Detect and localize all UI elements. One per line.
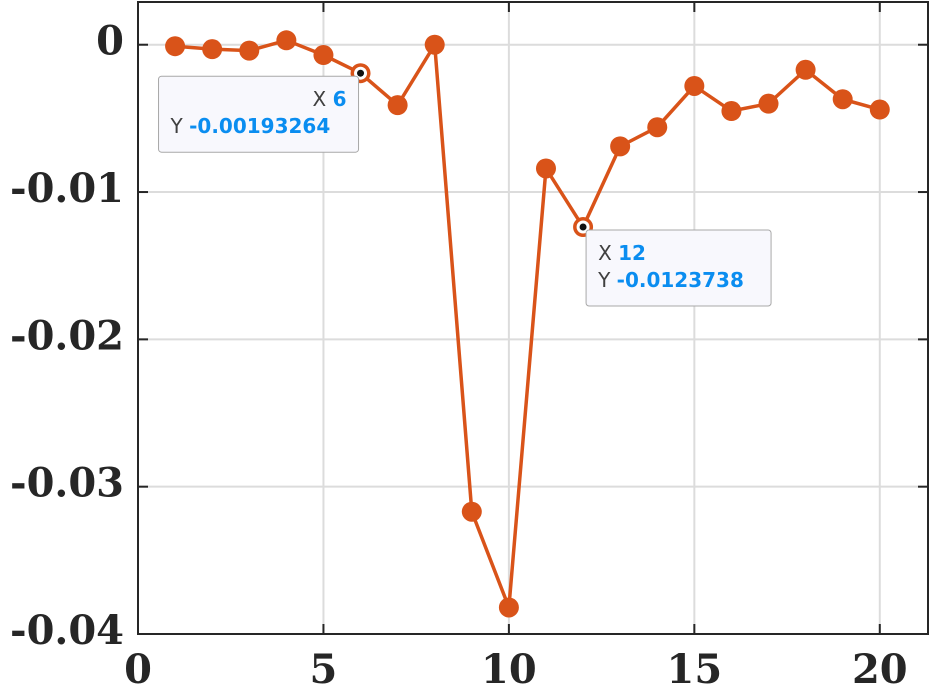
y-tick-label: 0: [96, 18, 124, 65]
data-tip-label: Y: [170, 114, 184, 138]
data-tip-value: 6: [333, 87, 347, 111]
marker: [721, 101, 742, 122]
data-tip-text: X 6: [313, 87, 347, 111]
data-tip-text: X 12: [598, 241, 646, 265]
marker: [313, 45, 334, 66]
marker: [387, 95, 408, 116]
data-tip-label: X: [598, 241, 612, 265]
x-tick-label: 20: [852, 646, 908, 693]
marker: [610, 136, 631, 157]
y-tick-label: -0.01: [10, 165, 124, 212]
y-tick-label: -0.04: [10, 607, 124, 654]
data-tip-box: [158, 75, 360, 153]
marker: [461, 501, 482, 522]
data-tip-value: -0.0123738: [617, 268, 744, 292]
y-tick-label: -0.02: [10, 312, 124, 359]
data-tip-value: 12: [618, 241, 646, 265]
y-tick-label: -0.03: [10, 460, 124, 507]
marker: [498, 597, 519, 618]
marker: [758, 93, 779, 114]
marker: [684, 75, 705, 96]
marker: [202, 39, 223, 60]
marker: [535, 158, 556, 179]
marker: [795, 59, 816, 80]
x-tick-label: 10: [481, 646, 537, 693]
marker: [165, 36, 186, 57]
x-tick-label: 5: [310, 646, 338, 693]
data-tip-dot: [357, 69, 365, 77]
axes-box: [137, 1, 929, 635]
data-tip-text: Y -0.00193264: [170, 114, 331, 138]
marker: [647, 117, 668, 138]
data-tip-label: X: [313, 87, 327, 111]
data-tip-value: -0.00193264: [189, 114, 330, 138]
marker: [869, 99, 890, 120]
marker: [239, 40, 260, 61]
data-tip-label: Y: [597, 268, 611, 292]
data-tip: X 12 Y -0.0123738: [573, 217, 772, 307]
marker: [276, 30, 297, 51]
marker: [832, 89, 853, 110]
data-tip: X 6Y -0.00193264: [158, 63, 371, 153]
data-tip-text: Y -0.0123738: [597, 268, 744, 292]
data-tip-box: [585, 229, 772, 307]
data-tip-dot: [579, 223, 587, 231]
marker: [424, 34, 445, 55]
x-tick-label: 0: [124, 646, 152, 693]
x-tick-label: 15: [667, 646, 723, 693]
